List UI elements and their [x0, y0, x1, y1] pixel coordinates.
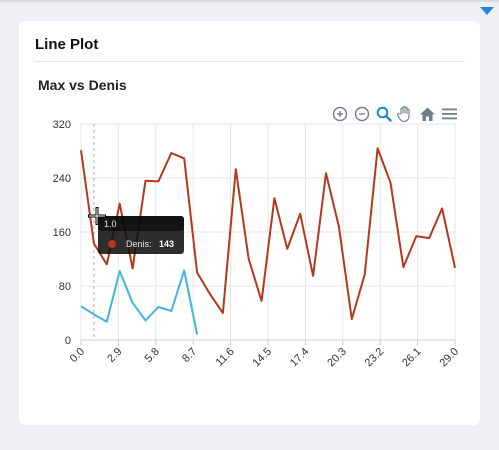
series-line-2	[80, 269, 199, 335]
collapse-caret-icon[interactable]	[480, 7, 494, 15]
pan-hand-icon[interactable]	[396, 104, 415, 124]
x-tick-label: 29.0	[437, 346, 461, 370]
card-divider	[34, 61, 465, 62]
x-tick-label: 17.4	[288, 346, 312, 370]
zoom-in-icon[interactable]	[330, 104, 349, 124]
x-tick-label: 26.1	[400, 346, 424, 370]
y-tick-label: 80	[59, 281, 71, 293]
x-tick-label: 20.3	[325, 346, 349, 370]
zoom-out-icon[interactable]	[352, 104, 371, 124]
series-line-1	[80, 147, 456, 321]
x-tick-label: 23.2	[363, 346, 387, 370]
y-tick-label: 0	[65, 335, 71, 347]
zoom-select-icon[interactable]	[374, 104, 393, 124]
home-icon[interactable]	[418, 104, 437, 124]
y-tick-label: 240	[53, 173, 71, 185]
x-tick-label: 0.0	[68, 346, 87, 365]
y-tick-label: 320	[53, 119, 71, 131]
menu-icon[interactable]	[440, 104, 459, 124]
tooltip-header	[98, 216, 184, 231]
y-tick-label: 160	[53, 227, 71, 239]
x-tick-label: 11.6	[214, 346, 237, 369]
card-title: Line Plot	[35, 36, 99, 53]
tooltip-value: 143	[159, 239, 174, 249]
x-tick-label: 14.5	[250, 346, 274, 370]
chart-toolbar	[330, 104, 459, 124]
chart-tooltip: 1.0 Denis: 143	[98, 216, 184, 254]
tooltip-series-name: Denis:	[126, 239, 152, 249]
tooltip-marker	[108, 240, 116, 248]
x-tick-label: 8.7	[180, 346, 199, 365]
x-tick-label: 5.8	[143, 346, 162, 365]
tooltip-x-label: 1.0	[104, 219, 117, 229]
top-divider	[0, 0, 499, 2]
chart-title: Max vs Denis	[38, 77, 127, 93]
x-tick-label: 2.9	[105, 346, 124, 365]
crosshair-cursor-icon	[88, 207, 106, 225]
